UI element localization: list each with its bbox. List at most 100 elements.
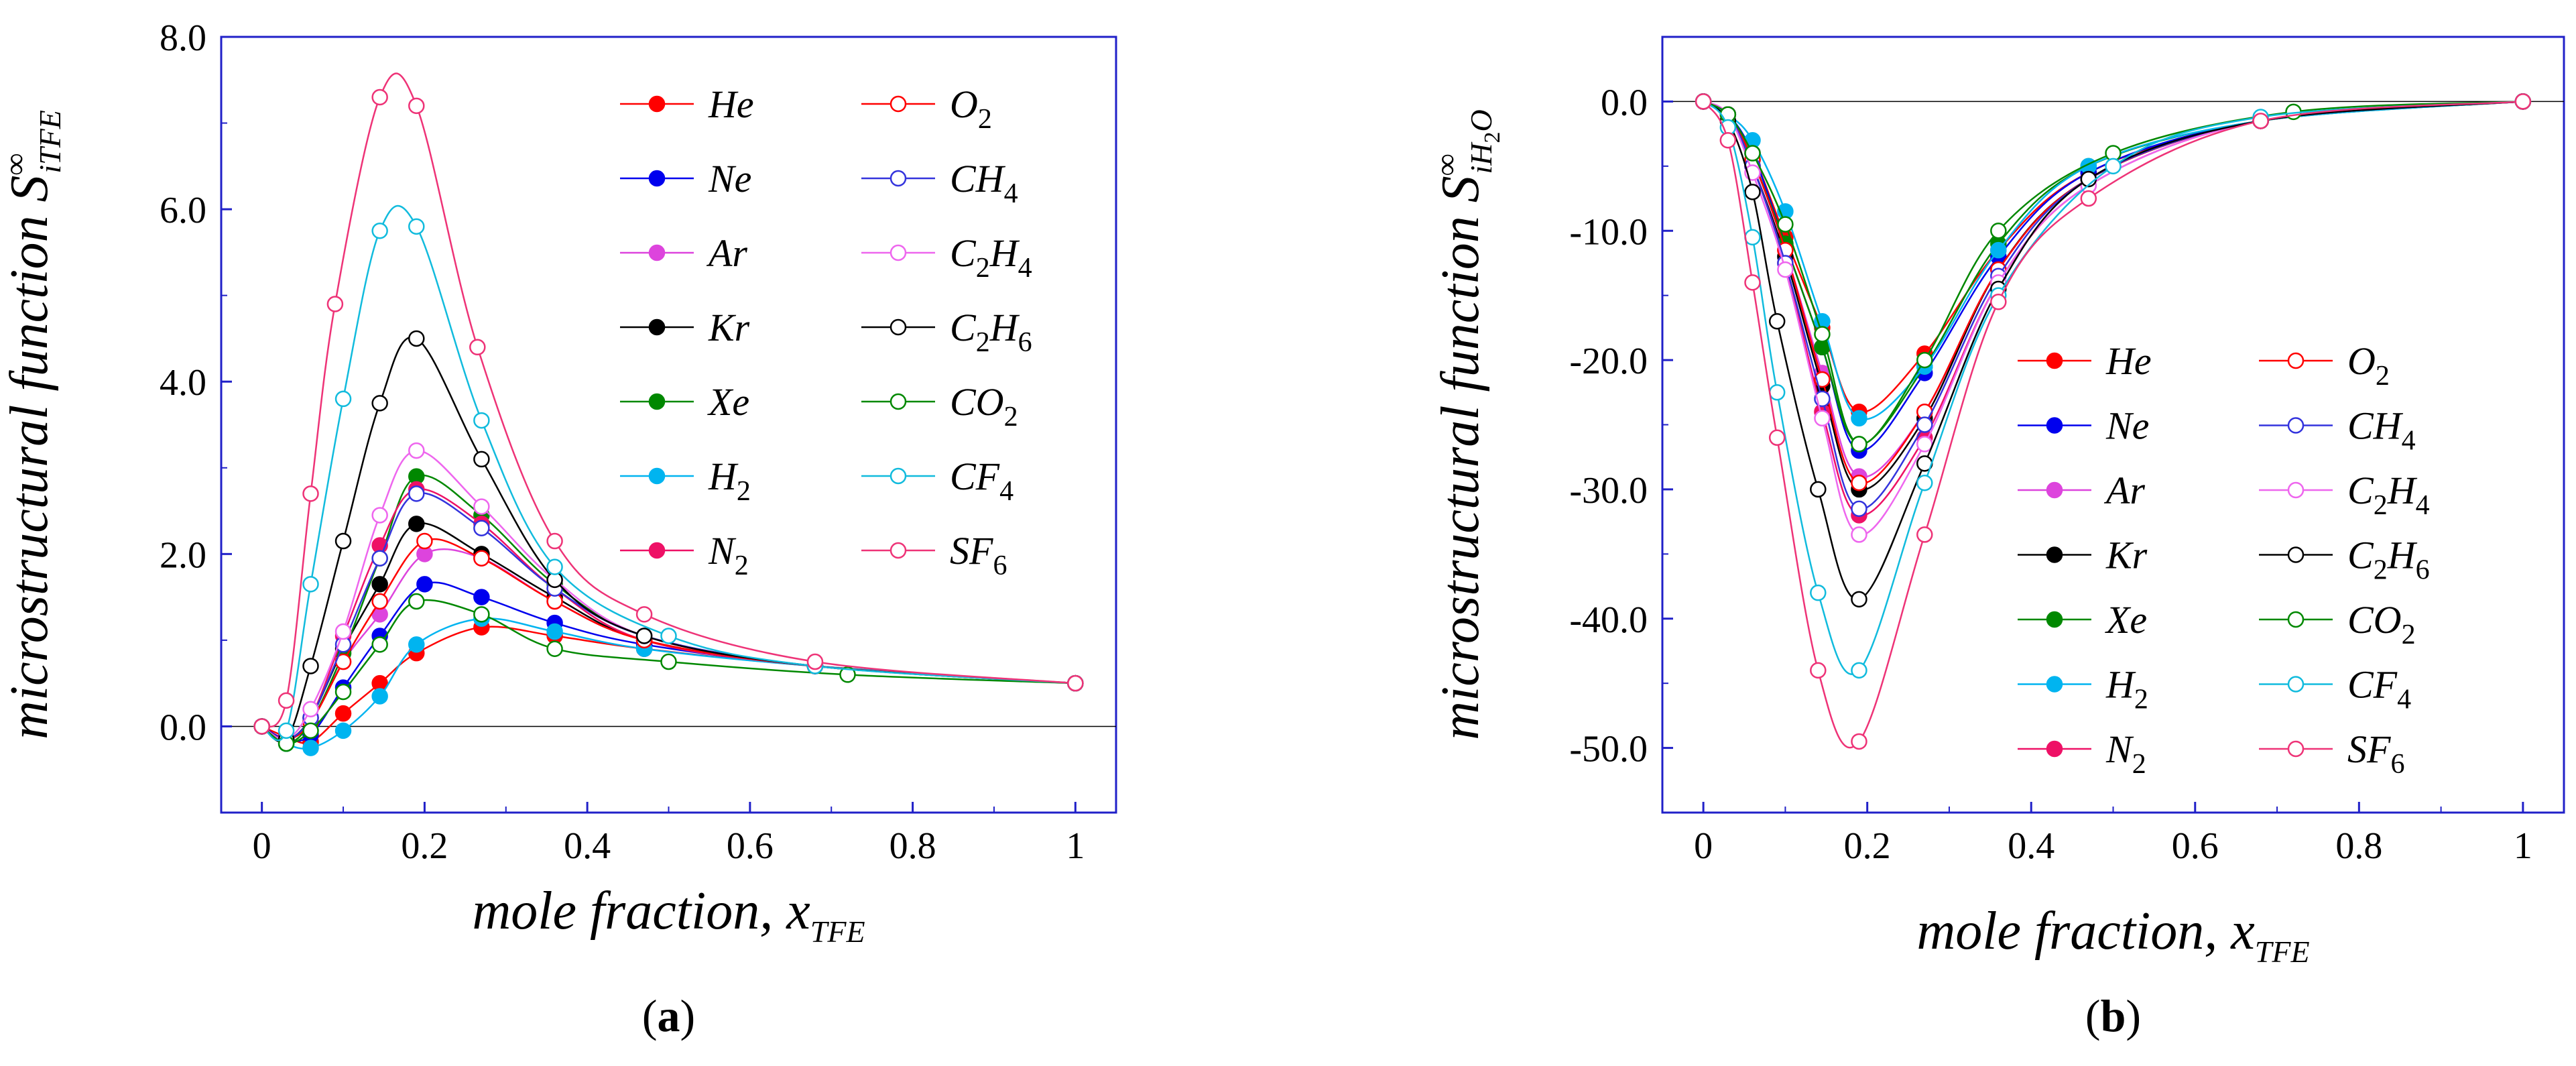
plot-frame xyxy=(220,36,1117,814)
data-point-SF6 xyxy=(546,532,563,550)
data-point-C2H4 xyxy=(1777,261,1794,278)
x-tick-label: 0.2 xyxy=(401,825,448,867)
data-point-C2H6 xyxy=(635,628,653,644)
data-point-C2H4 xyxy=(408,442,425,459)
legend-marker xyxy=(890,467,907,485)
data-point-C2H4 xyxy=(1814,410,1831,427)
legend-marker xyxy=(2287,740,2305,758)
y-tick-label: -10.0 xyxy=(1569,211,1648,253)
y-tick-label: 2.0 xyxy=(160,534,206,576)
legend-entry-CO2: CO2 xyxy=(861,380,1018,432)
data-point-O2 xyxy=(473,550,490,567)
legend-label: SF6 xyxy=(2347,727,2404,780)
data-point-Ne xyxy=(416,576,433,593)
x-tick-label: 1 xyxy=(2514,825,2532,867)
data-point-O2 xyxy=(416,532,433,550)
legend-label: H2 xyxy=(2105,663,2148,715)
legend-marker xyxy=(2287,417,2305,434)
panel-label: (b) xyxy=(2085,990,2141,1041)
legend-entry-CO2: CO2 xyxy=(2259,598,2416,650)
data-point-SF6 xyxy=(1851,733,1867,750)
data-point-C2H6 xyxy=(334,532,352,550)
panel-label: (a) xyxy=(642,990,695,1041)
data-point-SF6 xyxy=(1695,93,1712,110)
legend-entry-H2: H2 xyxy=(620,455,751,507)
data-point-CF4 xyxy=(278,722,295,739)
data-point-C2H6 xyxy=(473,451,490,468)
data-point-H2 xyxy=(1990,241,2007,259)
y-axis-label: microstructural function S∞iTFE xyxy=(0,110,67,739)
data-point-CF4 xyxy=(1851,662,1867,679)
x-axis-label: mole fraction, xTFE xyxy=(1916,902,2309,969)
x-tick-label: 0.6 xyxy=(2172,825,2219,867)
legend-marker xyxy=(2046,740,2063,758)
x-tick-label: 0.2 xyxy=(1844,825,1891,867)
series-SF6 xyxy=(253,72,1084,735)
data-point-Kr xyxy=(371,576,388,593)
legend-label: Ar xyxy=(2103,469,2145,512)
data-point-He xyxy=(334,705,352,722)
legend-label: Kr xyxy=(2105,534,2148,577)
legend-entry-CF4: CF4 xyxy=(2259,663,2411,715)
y-tick-label: 0.0 xyxy=(160,707,206,748)
data-point-CO2 xyxy=(1916,351,1933,369)
legend-entry-C2H4: C2H4 xyxy=(2259,469,2430,521)
data-point-SF6 xyxy=(1810,662,1827,679)
data-point-C2H6 xyxy=(1810,481,1827,498)
data-point-CF4 xyxy=(546,558,563,575)
legend-marker xyxy=(2046,546,2063,563)
data-point-SF6 xyxy=(1719,132,1737,149)
series-line-CF4 xyxy=(1703,101,2523,675)
data-point-C2H4 xyxy=(1851,526,1867,543)
data-point-SF6 xyxy=(2252,113,2269,129)
legend-entry-SF6: SF6 xyxy=(861,529,1007,581)
legend-label: Xe xyxy=(707,380,749,424)
data-point-SF6 xyxy=(1768,429,1786,447)
data-point-SF6 xyxy=(1067,674,1084,692)
data-point-C2H6 xyxy=(408,330,425,347)
data-point-H2 xyxy=(546,623,563,640)
legend-label: Ar xyxy=(706,231,747,275)
data-point-C2H4 xyxy=(334,623,352,640)
x-tick-label: 0.8 xyxy=(2335,825,2382,867)
y-tick-label: -50.0 xyxy=(1569,729,1648,770)
data-point-CF4 xyxy=(1810,584,1827,601)
y-tick-label: -20.0 xyxy=(1569,341,1648,382)
y-tick-label: -30.0 xyxy=(1569,470,1648,512)
data-point-SF6 xyxy=(1744,274,1761,291)
legend-marker xyxy=(648,393,666,410)
legend-marker xyxy=(2287,481,2305,499)
legend-label: O2 xyxy=(2347,339,2390,392)
legend-marker xyxy=(648,244,666,261)
data-point-SF6 xyxy=(806,653,824,670)
data-point-CH4 xyxy=(1916,416,1933,433)
data-point-CH4 xyxy=(408,485,425,502)
data-point-CH4 xyxy=(1851,500,1867,518)
legend-entry-He: He xyxy=(620,82,754,126)
data-point-C2H6 xyxy=(1768,312,1786,330)
data-point-CF4 xyxy=(408,218,425,235)
legend-marker xyxy=(2046,481,2063,499)
data-point-H2 xyxy=(302,739,319,756)
data-point-SF6 xyxy=(302,485,319,502)
legend-label: C2H4 xyxy=(2347,469,2430,521)
data-point-CF4 xyxy=(371,223,388,239)
legend-label: N2 xyxy=(708,529,749,581)
data-point-SF6 xyxy=(635,606,653,623)
data-point-C2H6 xyxy=(1744,184,1761,200)
legend-label: O2 xyxy=(950,82,992,135)
legend-label: C2H4 xyxy=(950,231,1032,284)
legend-entry-Kr: Kr xyxy=(620,306,750,349)
legend-entry-C2H6: C2H6 xyxy=(861,306,1032,358)
legend-label: C2H6 xyxy=(2347,534,2430,586)
data-point-H2 xyxy=(371,688,388,705)
data-point-O2 xyxy=(371,593,388,610)
data-point-CO2 xyxy=(1851,436,1867,453)
legend-marker xyxy=(648,318,666,336)
data-point-CO2 xyxy=(1744,145,1761,162)
legend-marker xyxy=(890,393,907,410)
data-point-CF4 xyxy=(1916,475,1933,491)
data-point-SF6 xyxy=(1990,294,2007,310)
x-tick-label: 0.4 xyxy=(564,825,611,867)
data-point-C2H4 xyxy=(1916,436,1933,453)
